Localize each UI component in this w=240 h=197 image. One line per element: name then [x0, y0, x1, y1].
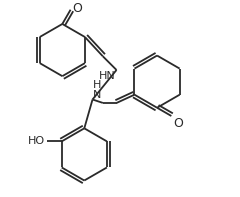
Text: O: O — [174, 117, 183, 130]
Text: H
N: H N — [93, 80, 102, 100]
Text: O: O — [73, 2, 83, 15]
Text: HO: HO — [28, 136, 45, 146]
Text: HN: HN — [98, 71, 115, 81]
